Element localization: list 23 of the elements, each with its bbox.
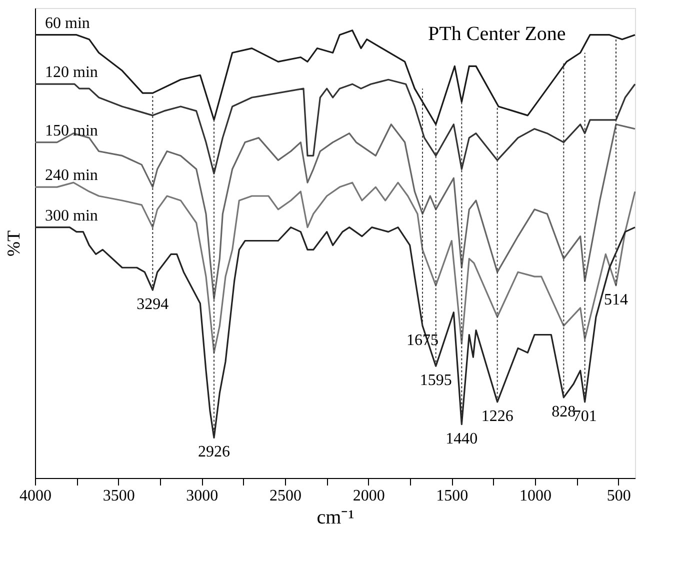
chart-title: PTh Center Zone [428,23,566,45]
ref-line-label: 514 [604,292,628,309]
x-tick-label: 500 [606,488,631,504]
x-tick-label: 2000 [352,488,385,504]
x-tick-label: 1000 [520,488,552,504]
ref-line-label: 1595 [420,372,452,390]
x-tick-label: 4000 [20,488,52,504]
series-label: 60 min [45,14,90,32]
y-axis-title: %T [4,230,24,256]
series-label: 300 min [45,207,98,224]
ref-line-label: 2926 [198,444,230,461]
x-axis-title: cm⁻¹ [316,506,354,528]
series-label: 150 min [45,122,98,140]
ref-line-label: 1226 [481,408,514,425]
x-tick-label: 1500 [436,488,468,504]
series-label: 120 min [45,64,98,82]
series-label: 240 min [45,167,98,184]
ref-line-label: 828 [552,403,576,420]
ref-line-label: 1440 [446,430,478,448]
ref-line-label: 3294 [136,296,169,313]
x-tick-label: 3500 [102,488,135,504]
x-tick-label: 2500 [270,488,302,504]
x-tick-label: 3000 [186,488,218,504]
